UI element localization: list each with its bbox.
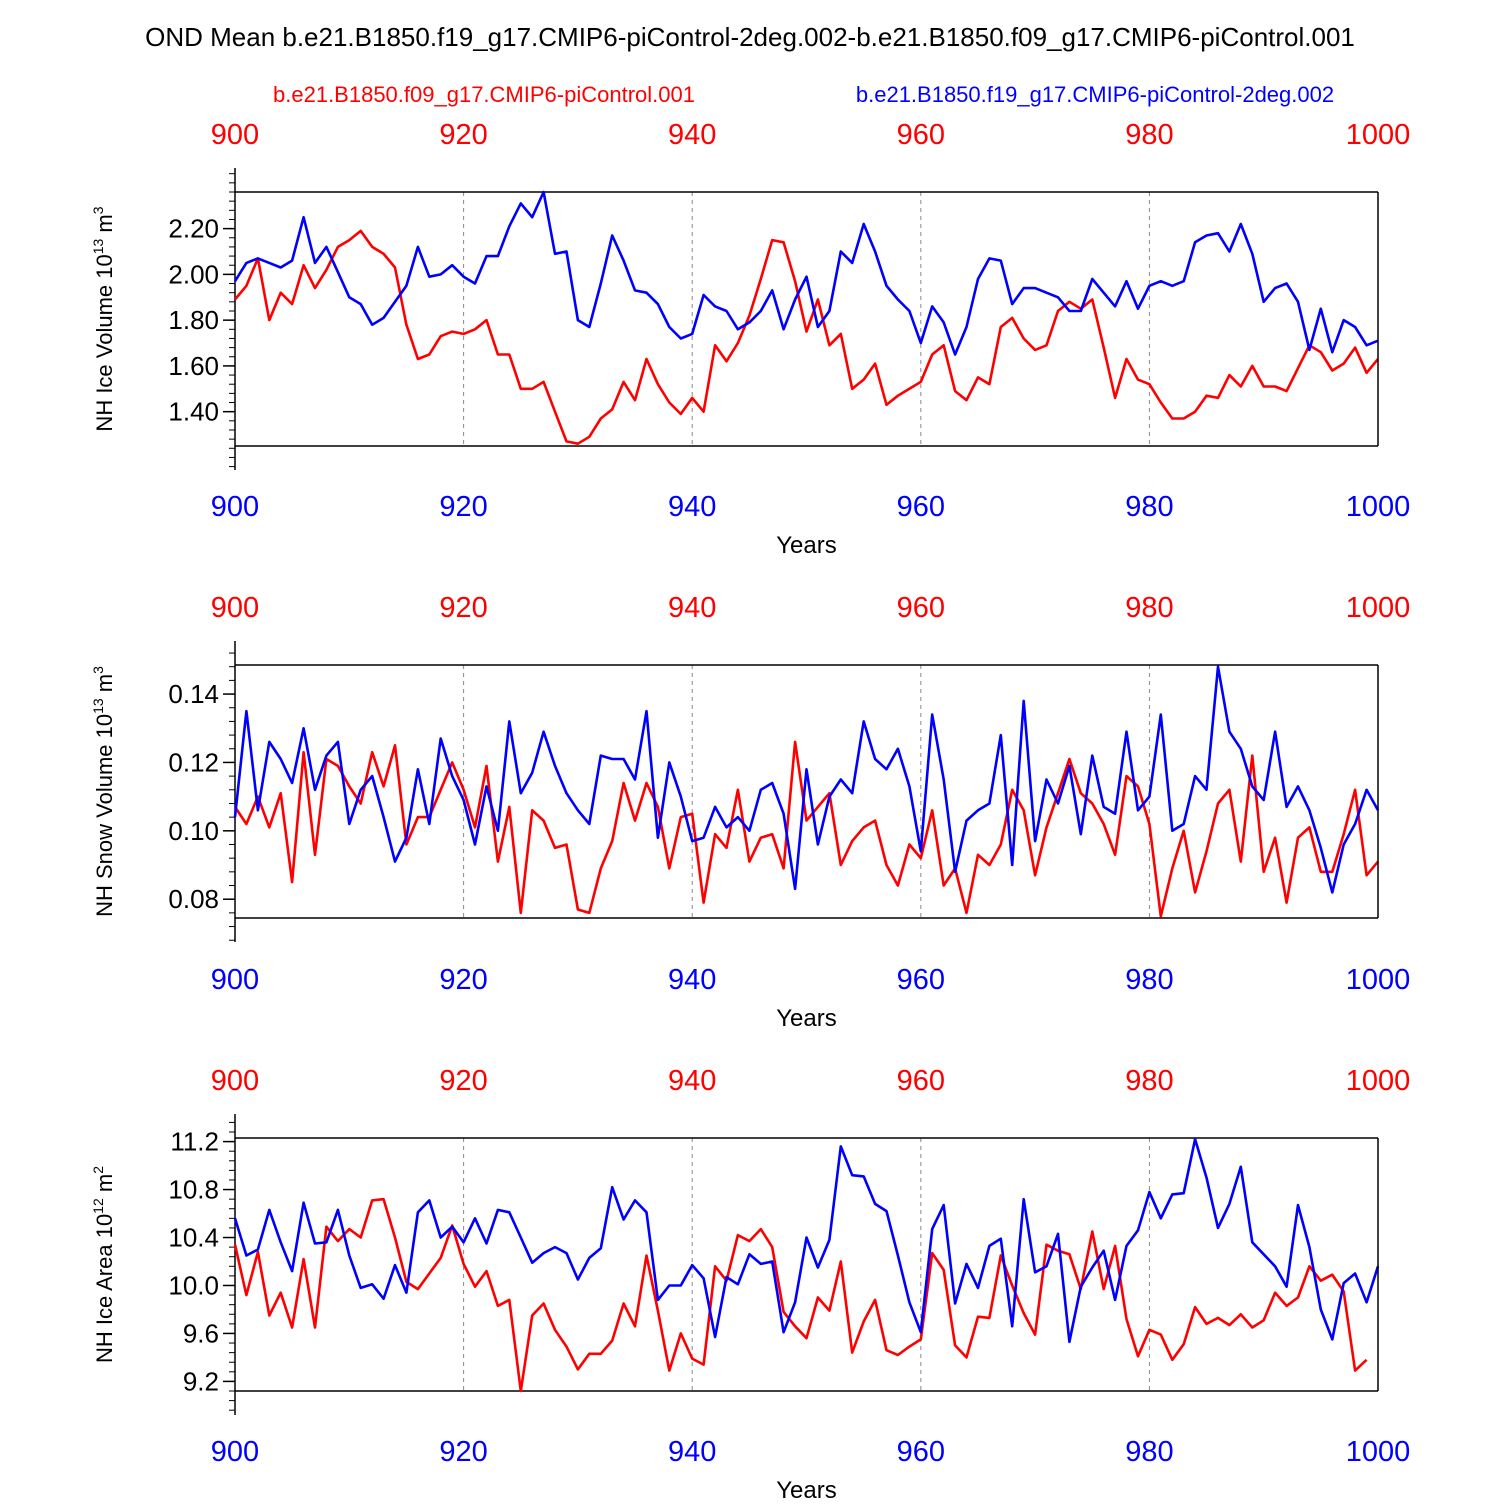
y-tick-label: 10.4 [168, 1223, 219, 1253]
y-tick-label: 0.12 [168, 747, 219, 777]
series-line-blue [233, 190, 1379, 356]
top-x-tick-label: 920 [439, 119, 487, 151]
y-tick-label: 0.10 [168, 816, 219, 846]
series-line-blue [233, 1137, 1380, 1344]
y-tick-label: 2.20 [168, 214, 219, 244]
top-x-tick-label: 1000 [1346, 1065, 1411, 1097]
y-tick-label: 2.00 [168, 259, 219, 289]
legend-red-label: b.e21.B1850.f09_g17.CMIP6-piControl.001 [273, 82, 695, 107]
bottom-x-tick-label: 920 [439, 491, 487, 523]
bottom-x-tick-label: 960 [897, 1436, 945, 1468]
y-axis-label: NH Ice Volume 1013 m3 [90, 206, 117, 431]
top-x-tick-label: 940 [668, 592, 716, 624]
x-axis-label: Years [776, 532, 837, 559]
top-x-tick-label: 980 [1125, 119, 1173, 151]
top-x-tick-label: 960 [897, 592, 945, 624]
bottom-x-tick-label: 980 [1125, 964, 1173, 996]
series-line-red [233, 1197, 1368, 1393]
y-axis-label: NH Snow Volume 1013 m3 [90, 666, 117, 917]
y-tick-label: 1.40 [168, 397, 219, 427]
series-line-blue [233, 665, 1380, 894]
chart-title: OND Mean b.e21.B1850.f19_g17.CMIP6-piCon… [145, 22, 1355, 52]
bottom-x-tick-label: 900 [211, 964, 259, 996]
bottom-x-tick-label: 960 [897, 491, 945, 523]
y-tick-label: 11.2 [170, 1127, 219, 1157]
bottom-x-tick-label: 1000 [1346, 964, 1411, 996]
bottom-x-tick-label: 980 [1125, 1436, 1173, 1468]
bottom-x-tick-label: 960 [897, 964, 945, 996]
top-x-tick-label: 1000 [1346, 592, 1411, 624]
bottom-x-tick-label: 920 [439, 964, 487, 996]
bottom-x-tick-label: 1000 [1346, 1436, 1411, 1468]
series-line-red [234, 229, 1380, 446]
top-x-tick-label: 920 [439, 1065, 487, 1097]
y-tick-label: 0.14 [168, 679, 219, 709]
top-x-tick-label: 1000 [1346, 119, 1411, 151]
x-axis-label: Years [776, 1005, 837, 1032]
top-x-tick-label: 960 [897, 1065, 945, 1097]
y-axis-label: NH Ice Area 1012 m2 [90, 1166, 117, 1363]
top-x-tick-label: 980 [1125, 1065, 1173, 1097]
panel-3: 9.2 9.6 10.0 10.4 10.8 11.2 NH Ice Area 1012 m… [90, 1065, 1411, 1504]
bottom-x-tick-label: 920 [439, 1436, 487, 1468]
y-tick-label: 0.08 [168, 884, 219, 914]
bottom-x-tick-label: 940 [668, 964, 716, 996]
top-x-tick-label: 980 [1125, 592, 1173, 624]
y-tick-label: 10.0 [168, 1270, 219, 1300]
top-x-tick-label: 900 [211, 119, 259, 151]
top-x-tick-label: 900 [211, 592, 259, 624]
y-tick-label: 1.60 [168, 351, 219, 381]
top-x-tick-label: 900 [211, 1065, 259, 1097]
panel-2: 0.08 0.10 0.12 0.14 NH Snow Volume 1013 m3 90… [90, 592, 1410, 1032]
top-x-tick-label: 920 [439, 592, 487, 624]
y-tick-label: 9.2 [183, 1366, 219, 1396]
panels: 1.40 1.60 1.80 2.00 2.20 NH Ice Volume 1013 m… [90, 119, 1411, 1504]
y-tick-label: 1.80 [168, 305, 219, 335]
top-x-tick-label: 940 [668, 119, 716, 151]
bottom-x-tick-label: 940 [668, 491, 716, 523]
series-line-red [233, 740, 1379, 918]
bottom-x-tick-label: 900 [211, 1436, 259, 1468]
top-x-tick-label: 960 [897, 119, 945, 151]
legend-blue-label: b.e21.B1850.f19_g17.CMIP6-piControl-2deg… [856, 82, 1334, 107]
y-tick-label: 10.8 [168, 1175, 219, 1205]
panel-1: 1.40 1.60 1.80 2.00 2.20 NH Ice Volume 1013 m… [90, 119, 1410, 559]
x-axis-label: Years [776, 1477, 837, 1500]
y-tick-label: 9.6 [183, 1318, 219, 1348]
top-x-tick-label: 940 [668, 1065, 716, 1097]
bottom-x-tick-label: 1000 [1346, 491, 1411, 523]
bottom-x-tick-label: 980 [1125, 491, 1173, 523]
bottom-x-tick-label: 940 [668, 1436, 716, 1468]
bottom-x-tick-label: 900 [211, 491, 259, 523]
